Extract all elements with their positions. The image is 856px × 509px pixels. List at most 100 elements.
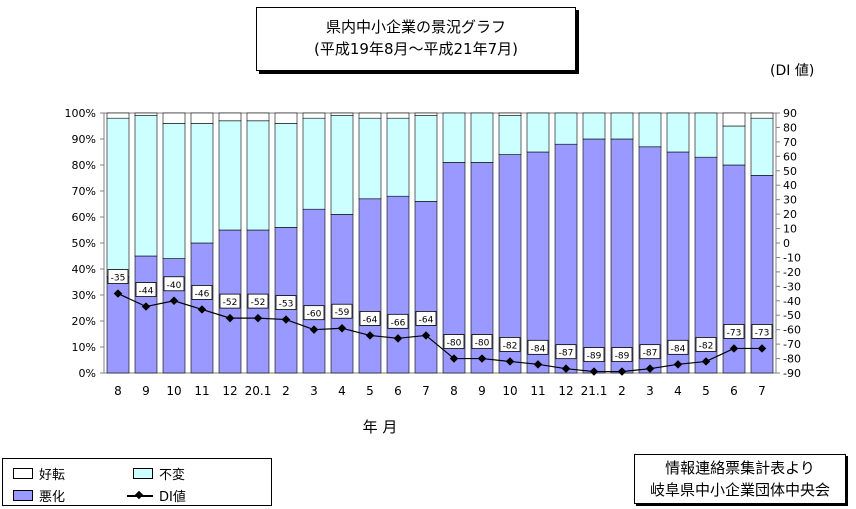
di-data-label: -87 xyxy=(643,349,658,359)
di-data-label: -64 xyxy=(419,315,434,325)
di-label-box xyxy=(751,324,773,339)
bar-bad xyxy=(358,198,382,374)
bar-same xyxy=(638,112,662,148)
y-left-tick-label: 80% xyxy=(72,159,96,172)
y-left-tick-label: 0% xyxy=(79,367,96,380)
chart-title: 県内中小企業の景況グラフ (平成19年8月～平成21年7月) xyxy=(256,7,576,71)
di-data-label: -64 xyxy=(363,315,378,325)
source-line2: 岐阜県中小企業団体中央会 xyxy=(649,481,830,499)
di-data-label: -84 xyxy=(531,344,546,354)
bar-bad xyxy=(330,214,354,374)
bar-same xyxy=(610,112,634,140)
di-data-label: -53 xyxy=(279,300,294,310)
y-right-tick-label: 50 xyxy=(783,165,797,178)
di-label-box xyxy=(471,334,493,349)
di-axis-unit-label: (DI 値) xyxy=(770,63,815,79)
y-right-tick-label: 80 xyxy=(783,121,797,134)
legend-swatch-same xyxy=(133,468,153,479)
di-data-label: -46 xyxy=(195,289,210,299)
y-right-tick-label: -20 xyxy=(783,266,801,279)
di-label-box xyxy=(499,337,521,352)
di-label-box xyxy=(527,339,549,355)
bar-same xyxy=(162,123,186,259)
bar-good xyxy=(358,112,382,119)
di-label-box xyxy=(191,285,213,300)
di-point xyxy=(729,344,739,353)
y-left-tick-label: 30% xyxy=(72,289,96,302)
y-left-tick-label: 100% xyxy=(65,107,96,120)
y-left-tick-label: 90% xyxy=(72,133,96,146)
di-label-box xyxy=(135,282,157,297)
di-label-box xyxy=(695,337,717,352)
bar-same xyxy=(190,123,214,244)
legend-line-di xyxy=(127,494,153,497)
bar-good xyxy=(330,112,354,116)
x-tick-label: 7 xyxy=(422,384,430,398)
bar-same xyxy=(358,117,382,200)
di-data-label: -84 xyxy=(671,344,686,354)
bar-good xyxy=(246,112,270,122)
di-data-label: -87 xyxy=(559,349,574,359)
x-tick-label: 8 xyxy=(114,384,122,398)
bar-same xyxy=(526,112,550,153)
di-point xyxy=(141,302,151,311)
x-tick-label: 11 xyxy=(530,384,545,398)
bar-same xyxy=(274,123,298,228)
bar-bad xyxy=(526,151,550,374)
di-label-box xyxy=(639,344,661,360)
bar-bad xyxy=(722,164,746,374)
bar-good xyxy=(722,112,746,127)
x-tick-label: 12 xyxy=(558,384,573,398)
y-right-tick-label: -40 xyxy=(783,295,801,308)
bar-good xyxy=(274,112,298,124)
bar-same xyxy=(470,112,494,163)
bar-same xyxy=(106,117,130,278)
di-label-box xyxy=(387,313,409,329)
x-tick-label: 12 xyxy=(222,384,237,398)
legend-label-bad: 悪化 xyxy=(39,490,66,505)
x-tick-label: 3 xyxy=(646,384,654,398)
x-tick-label: 9 xyxy=(478,384,486,398)
di-point xyxy=(197,305,207,314)
bar-bad xyxy=(554,143,578,374)
bar-same xyxy=(498,115,522,155)
y-right-tick-label: -70 xyxy=(783,338,801,351)
di-point xyxy=(505,357,515,366)
bar-same xyxy=(722,125,746,166)
bar-good xyxy=(302,112,326,119)
di-point xyxy=(561,364,571,373)
di-point xyxy=(309,325,319,334)
di-data-label: -52 xyxy=(251,298,266,308)
di-point xyxy=(169,296,179,306)
di-label-box xyxy=(331,303,353,319)
x-tick-label: 5 xyxy=(702,384,710,398)
di-data-label: -52 xyxy=(223,298,238,308)
di-point xyxy=(673,360,683,369)
di-point xyxy=(113,289,123,298)
y-left-tick-label: 20% xyxy=(72,315,96,328)
bar-bad xyxy=(162,258,186,374)
y-left-tick-label: 50% xyxy=(72,237,96,250)
x-tick-label: 10 xyxy=(502,384,517,398)
bar-bad xyxy=(582,138,606,374)
di-data-label: -80 xyxy=(475,339,490,349)
bar-good xyxy=(750,112,774,119)
y-right-tick-label: 30 xyxy=(783,194,797,207)
di-data-label: -60 xyxy=(307,310,322,320)
di-data-label: -80 xyxy=(447,339,462,349)
bar-same xyxy=(582,112,606,140)
y-right-tick-label: 70 xyxy=(783,136,797,149)
y-right-tick-label: -50 xyxy=(783,309,801,322)
di-label-box xyxy=(555,344,577,360)
di-label-box xyxy=(359,311,381,326)
y-right-tick-label: -30 xyxy=(783,280,801,293)
di-data-label: -73 xyxy=(755,328,770,338)
bar-same xyxy=(330,115,354,215)
bar-good xyxy=(106,112,130,119)
legend-label-di: DI値 xyxy=(159,490,186,505)
chart-title-line2: (平成19年8月～平成21年7月) xyxy=(314,40,518,58)
x-tick-label: 2 xyxy=(282,384,290,398)
di-point xyxy=(701,357,711,366)
x-tick-label: 7 xyxy=(758,384,766,398)
